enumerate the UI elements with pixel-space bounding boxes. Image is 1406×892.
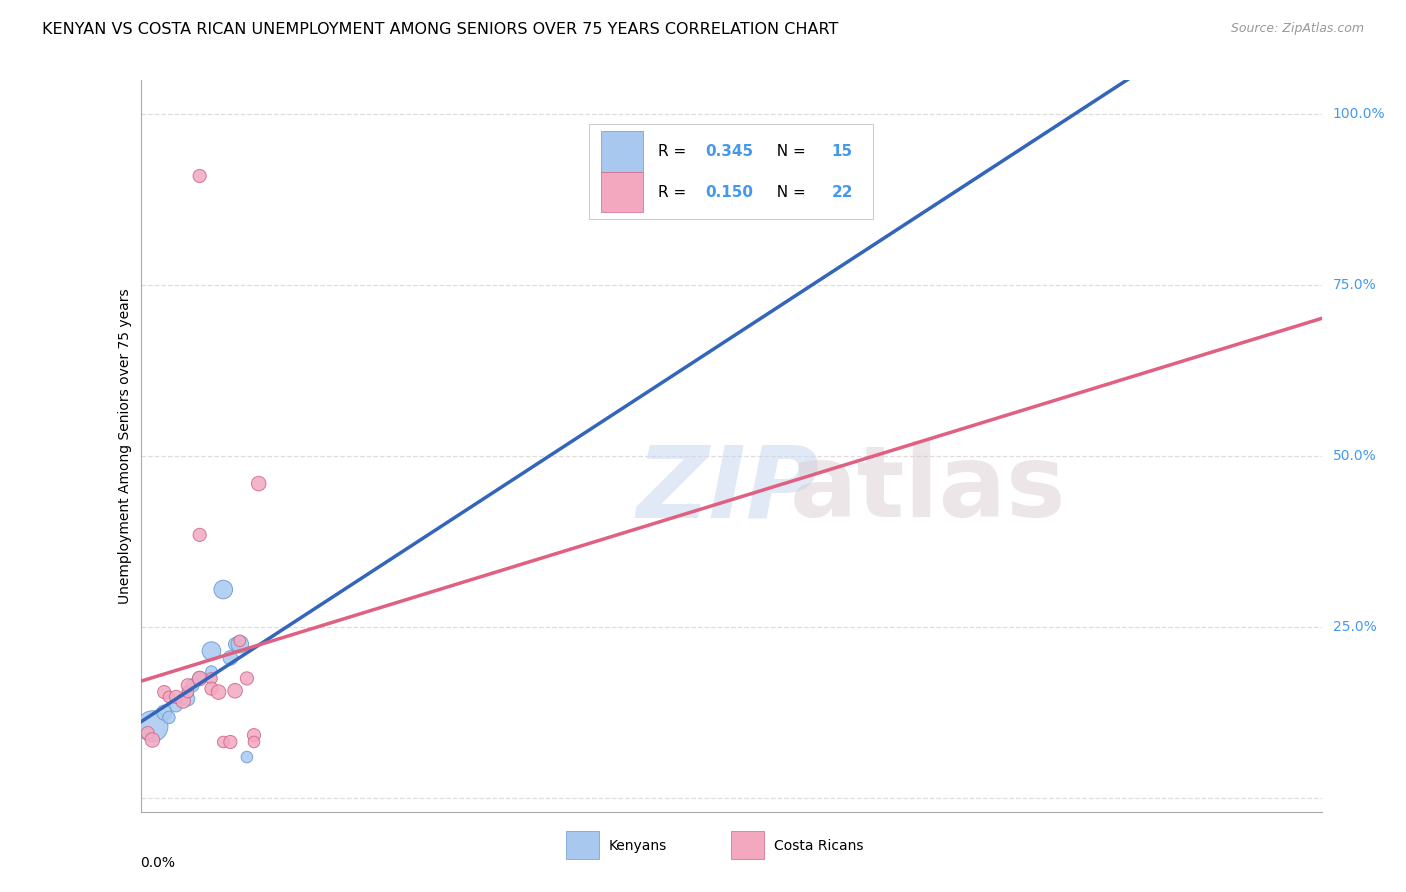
Point — [188, 528, 211, 542]
FancyBboxPatch shape — [731, 831, 765, 859]
Point — [177, 678, 200, 692]
Point — [200, 681, 222, 696]
Point — [236, 672, 259, 686]
Text: N =: N = — [766, 185, 810, 200]
Point — [136, 726, 159, 740]
Point — [219, 735, 242, 749]
Point — [243, 735, 266, 749]
Text: 75.0%: 75.0% — [1333, 278, 1376, 293]
Point — [212, 582, 235, 597]
Point — [247, 476, 270, 491]
Text: R =: R = — [658, 144, 690, 159]
Text: 25.0%: 25.0% — [1333, 620, 1376, 634]
Point — [219, 651, 242, 665]
Point — [141, 719, 163, 733]
Point — [172, 694, 194, 708]
Point — [188, 672, 211, 686]
Point — [165, 698, 187, 713]
Point — [181, 678, 204, 692]
Point — [177, 685, 200, 699]
Point — [141, 733, 163, 747]
FancyBboxPatch shape — [602, 171, 643, 212]
Text: Costa Ricans: Costa Ricans — [773, 839, 863, 853]
Text: Kenyans: Kenyans — [609, 839, 666, 853]
Point — [236, 750, 259, 764]
Point — [177, 685, 200, 699]
Text: 22: 22 — [831, 185, 853, 200]
Point — [229, 637, 252, 651]
Text: Source: ZipAtlas.com: Source: ZipAtlas.com — [1230, 22, 1364, 36]
Text: 0.150: 0.150 — [706, 185, 754, 200]
Point — [188, 672, 211, 686]
Text: 15: 15 — [831, 144, 852, 159]
Text: 100.0%: 100.0% — [1333, 107, 1385, 121]
Text: 0.345: 0.345 — [706, 144, 754, 159]
Point — [200, 665, 222, 679]
Point — [200, 644, 222, 658]
Point — [212, 735, 235, 749]
FancyBboxPatch shape — [565, 831, 599, 859]
Point — [207, 685, 229, 699]
Text: R =: R = — [658, 185, 690, 200]
Point — [157, 690, 180, 704]
Point — [200, 672, 222, 686]
Point — [157, 710, 180, 724]
Text: 0.0%: 0.0% — [141, 855, 176, 870]
Point — [153, 706, 176, 720]
FancyBboxPatch shape — [602, 131, 643, 171]
Text: ZIP: ZIP — [637, 442, 820, 539]
Point — [243, 728, 266, 742]
Point — [229, 633, 252, 648]
Text: 50.0%: 50.0% — [1333, 450, 1376, 463]
Text: KENYAN VS COSTA RICAN UNEMPLOYMENT AMONG SENIORS OVER 75 YEARS CORRELATION CHART: KENYAN VS COSTA RICAN UNEMPLOYMENT AMONG… — [42, 22, 838, 37]
Point — [165, 690, 187, 704]
Text: N =: N = — [766, 144, 810, 159]
Point — [224, 683, 246, 698]
Point — [224, 637, 246, 651]
FancyBboxPatch shape — [589, 124, 873, 219]
Point — [188, 169, 211, 183]
Text: atlas: atlas — [790, 442, 1067, 539]
Y-axis label: Unemployment Among Seniors over 75 years: Unemployment Among Seniors over 75 years — [118, 288, 132, 604]
Point — [153, 685, 176, 699]
Point — [177, 692, 200, 706]
